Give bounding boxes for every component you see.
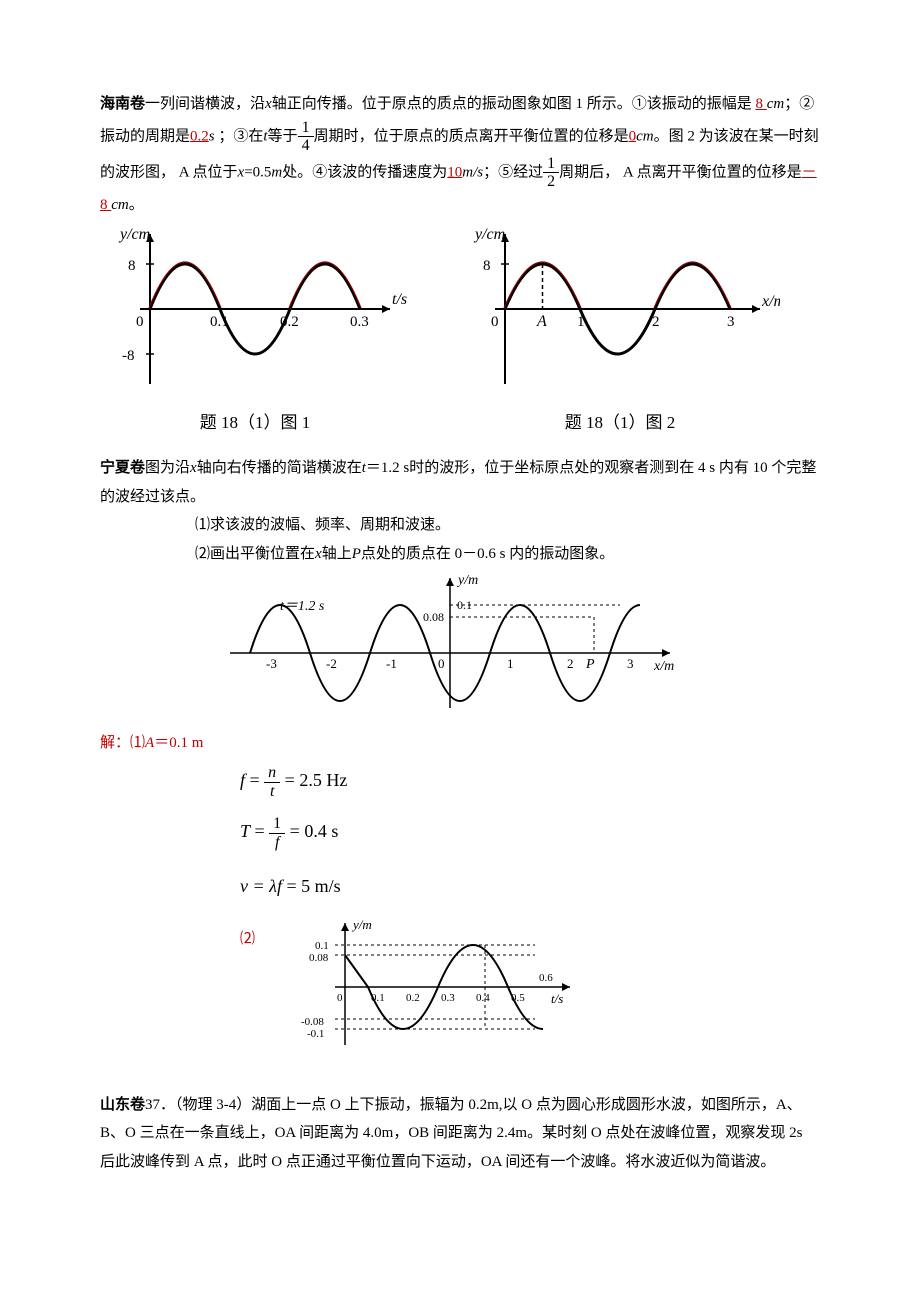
svg-text:1: 1 [507, 656, 514, 671]
q2-figure-2: y/m t/s 0.1 0.08 -0.08 -0.1 0 0.1 0.2 0.… [275, 915, 585, 1066]
q1-figure-2: y/cm x/m 8 0 1 2 3 A 题 18（1）图 2 [460, 224, 780, 439]
q1-source: 海南卷 [100, 96, 145, 112]
svg-text:x/m: x/m [653, 659, 674, 674]
svg-text:0.08: 0.08 [309, 952, 329, 964]
svg-text:y/m: y/m [456, 573, 478, 588]
q1-fig1-caption: 题 18（1）图 1 [100, 407, 410, 439]
svg-text:3: 3 [727, 314, 735, 330]
q2-text: 宁夏卷图为沿x轴向右传播的简谐横波在t＝1.2 s时的波形，位于坐标原点处的观察… [100, 454, 820, 511]
svg-text:y/cm: y/cm [473, 226, 505, 243]
svg-text:0.3: 0.3 [350, 314, 369, 330]
q2-source: 宁夏卷 [100, 460, 145, 476]
svg-text:0.1: 0.1 [315, 940, 329, 952]
svg-text:-8: -8 [122, 348, 135, 364]
svg-text:P: P [585, 657, 595, 672]
svg-text:t/s: t/s [551, 991, 563, 1006]
q2-solution-start: 解：⑴A＝0.1 m [100, 729, 820, 758]
q3-source: 山东卷 [100, 1097, 145, 1113]
eq-f: f = nt = 2.5 Hz [240, 763, 820, 800]
svg-text:y/m: y/m [351, 917, 372, 932]
svg-text:-2: -2 [326, 656, 337, 671]
q1-ans1: 8 [755, 96, 766, 112]
q2-figure: y/m x/m t＝1.2 s 0.1 0.08 -3 -2 -1 0 1 2 … [210, 568, 820, 729]
svg-text:0: 0 [136, 314, 144, 330]
eq-T: T = 1f = 0.4 s [240, 814, 820, 851]
svg-text:x/m: x/m [761, 293, 780, 310]
svg-text:8: 8 [128, 258, 136, 274]
q1-ans3: 0 [629, 128, 637, 144]
svg-text:-0.1: -0.1 [307, 1028, 324, 1040]
svg-text:0.2: 0.2 [406, 992, 420, 1004]
svg-text:-1: -1 [386, 656, 397, 671]
svg-text:-0.08: -0.08 [301, 1016, 324, 1028]
svg-text:0.6: 0.6 [539, 972, 553, 984]
svg-text:A: A [536, 313, 547, 330]
sol2-label: ⑵ [240, 925, 255, 954]
svg-text:y/cm: y/cm [118, 226, 150, 243]
fraction-1-2: 12 [543, 155, 559, 191]
fraction-1-4: 14 [298, 119, 314, 155]
q2-part1: ⑴求该波的波幅、频率、周期和波速。 [100, 511, 820, 540]
svg-text:0: 0 [438, 656, 445, 671]
eq-v: v = λf = 5 m/s [240, 869, 820, 903]
svg-text:0.3: 0.3 [441, 992, 455, 1004]
svg-text:8: 8 [483, 258, 491, 274]
svg-text:0: 0 [491, 314, 499, 330]
svg-text:t/s: t/s [392, 291, 407, 308]
q1-fig2-caption: 题 18（1）图 2 [460, 407, 780, 439]
q1-ans4: 10 [447, 164, 462, 180]
q1-ans2: 0.2 [190, 128, 209, 144]
svg-text:2: 2 [567, 656, 574, 671]
svg-text:3: 3 [627, 656, 634, 671]
q3-text: 山东卷37．（物理 3-4）湖面上一点 O 上下振动，振辐为 0.2m,以 O … [100, 1091, 820, 1177]
svg-text:-3: -3 [266, 656, 277, 671]
svg-text:0: 0 [337, 992, 343, 1004]
svg-text:0.4: 0.4 [476, 992, 490, 1004]
q2-part2: ⑵画出平衡位置在x轴上P点处的质点在 0－0.6 s 内的振动图象。 [100, 540, 820, 569]
svg-text:0.08: 0.08 [423, 610, 444, 624]
q1-figure-1: y/cm t/s 8 -8 0 0.1 0.2 0.3 题 18（1）图 1 [100, 224, 410, 439]
q1-text: 海南卷一列间谐横波，沿x轴正向传播。位于原点的质点的振动图象如图 1 所示。①该… [100, 90, 820, 219]
